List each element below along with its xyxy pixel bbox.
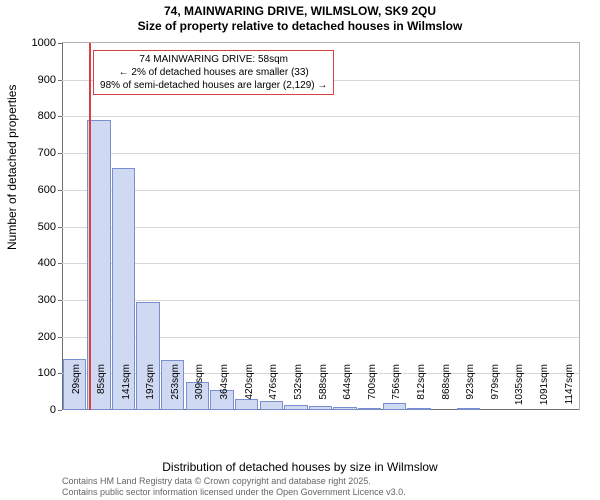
ytick-label: 200 [38,331,62,343]
xtick-label: 812sqm [416,364,427,414]
title-line-2: Size of property relative to detached ho… [0,19,600,34]
xtick-label: 588sqm [318,364,329,414]
xtick-label: 29sqm [71,364,82,414]
xtick-label: 532sqm [293,364,304,414]
xtick-label: 253sqm [170,364,181,414]
ytick-label: 100 [38,367,62,379]
ytick-label: 500 [38,221,62,233]
title-line-1: 74, MAINWARING DRIVE, WILMSLOW, SK9 2QU [0,4,600,19]
ytick-label: 600 [38,184,62,196]
xtick-label: 197sqm [145,364,156,414]
xtick-label: 420sqm [244,364,255,414]
reference-line [89,43,91,410]
ytick-label: 900 [38,74,62,86]
footnote-line-2: Contains public sector information licen… [62,487,406,498]
gridline-h [62,300,579,301]
plot-area: 0100200300400500600700800900100029sqm85s… [62,42,580,410]
xtick-label: 476sqm [268,364,279,414]
xtick-label: 868sqm [441,364,452,414]
xtick-label: 1091sqm [539,364,550,414]
y-axis-label: Number of detached properties [5,85,19,250]
xtick-label: 644sqm [342,364,353,414]
callout-line: 74 MAINWARING DRIVE: 58sqm [100,53,327,66]
xtick-label: 923sqm [465,364,476,414]
xtick-label: 756sqm [391,364,402,414]
footnote-line-1: Contains HM Land Registry data © Crown c… [62,476,371,487]
gridline-h [62,190,579,191]
ytick-label: 400 [38,257,62,269]
xtick-label: 700sqm [367,364,378,414]
chart-title-block: 74, MAINWARING DRIVE, WILMSLOW, SK9 2QU … [0,0,600,34]
xtick-label: 979sqm [490,364,501,414]
ytick-label: 1000 [32,37,62,49]
gridline-h [62,153,579,154]
callout-line: 98% of semi-detached houses are larger (… [100,79,327,92]
gridline-h [62,227,579,228]
xtick-label: 1147sqm [564,364,575,414]
callout-line: ← 2% of detached houses are smaller (33) [100,66,327,79]
xtick-label: 85sqm [96,364,107,414]
ytick-label: 800 [38,110,62,122]
ytick-label: 700 [38,147,62,159]
xtick-label: 141sqm [121,364,132,414]
ytick-label: 300 [38,294,62,306]
ytick-label: 0 [50,404,62,416]
gridline-h [62,116,579,117]
chart-container: 74, MAINWARING DRIVE, WILMSLOW, SK9 2QU … [0,0,600,500]
x-axis-label: Distribution of detached houses by size … [0,460,600,474]
gridline-h [62,263,579,264]
xtick-label: 1035sqm [514,364,525,414]
xtick-label: 364sqm [219,364,230,414]
callout-box: 74 MAINWARING DRIVE: 58sqm← 2% of detach… [93,50,334,95]
xtick-label: 309sqm [194,364,205,414]
